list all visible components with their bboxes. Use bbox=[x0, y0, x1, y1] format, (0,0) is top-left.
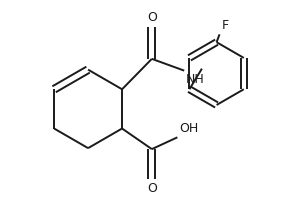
Text: F: F bbox=[221, 19, 229, 32]
Text: O: O bbox=[147, 10, 157, 24]
Text: O: O bbox=[147, 183, 157, 195]
Text: OH: OH bbox=[179, 122, 198, 135]
Text: NH: NH bbox=[186, 73, 205, 86]
